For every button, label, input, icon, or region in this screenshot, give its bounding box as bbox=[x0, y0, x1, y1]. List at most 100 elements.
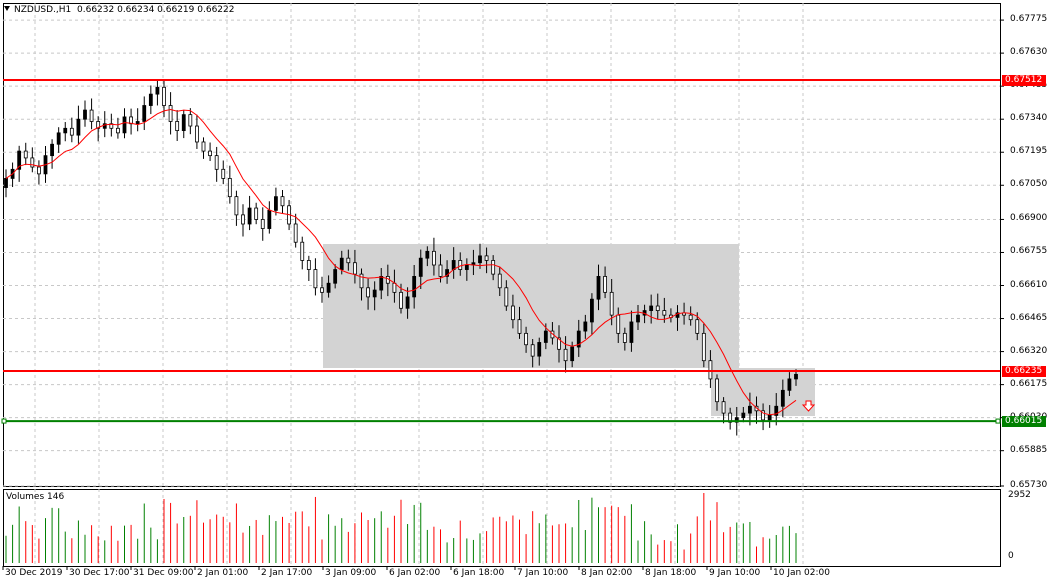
candle-body bbox=[359, 273, 364, 289]
symbol-label: NZDUSD.,H1 bbox=[14, 5, 72, 15]
candle-body bbox=[353, 262, 357, 275]
price-tick-label: 0.66755 bbox=[1010, 246, 1048, 257]
candle-body bbox=[23, 150, 28, 159]
candle-body bbox=[320, 287, 324, 293]
volume-title: Volumes 146 bbox=[6, 492, 65, 502]
candle-body bbox=[675, 312, 680, 318]
time-tick-label: 6 Jan 02:00 bbox=[389, 568, 441, 578]
candle-body bbox=[497, 273, 502, 289]
candle-body bbox=[557, 337, 561, 350]
candle-body bbox=[451, 260, 456, 270]
candle-body bbox=[438, 264, 443, 277]
candle-body bbox=[148, 93, 153, 106]
candle-body bbox=[168, 105, 173, 122]
price-tick-label: 0.66320 bbox=[1010, 345, 1048, 356]
candle-body bbox=[96, 121, 101, 129]
price-tick-label: 0.67050 bbox=[1010, 179, 1048, 190]
candle-body bbox=[721, 401, 726, 414]
candle-body bbox=[576, 330, 581, 348]
price-tick-label: 0.67630 bbox=[1010, 47, 1048, 58]
time-tick-label: 30 Dec 17:00 bbox=[69, 568, 130, 578]
candle-body bbox=[464, 264, 469, 270]
candle-body bbox=[590, 298, 594, 323]
candle-body bbox=[326, 282, 331, 293]
candle-body bbox=[195, 125, 199, 143]
candle-body bbox=[379, 275, 384, 291]
candle-body bbox=[50, 143, 54, 157]
candle-body bbox=[432, 250, 436, 266]
candle-body bbox=[728, 412, 733, 423]
candle-body bbox=[583, 321, 588, 332]
sell-arrow-icon bbox=[801, 400, 816, 412]
candle-body bbox=[655, 305, 660, 311]
ohlc-readout: 0.66232 0.66234 0.66219 0.66222 bbox=[77, 5, 235, 15]
current-price-label: 0.66235 bbox=[1002, 365, 1046, 377]
candle-body bbox=[787, 378, 792, 391]
candle-body bbox=[392, 282, 397, 293]
candle-body bbox=[405, 296, 410, 309]
time-tick-label: 8 Jan 02:00 bbox=[581, 568, 633, 578]
candle-body bbox=[300, 241, 305, 261]
candle-body bbox=[563, 348, 568, 362]
candle-body bbox=[543, 330, 548, 343]
support-price-label: 0.66015 bbox=[1002, 416, 1046, 428]
price-tick-label: 0.66465 bbox=[1010, 312, 1048, 323]
candle-body bbox=[4, 178, 8, 188]
candle-body bbox=[181, 114, 186, 131]
support-line-handle[interactable] bbox=[995, 418, 1001, 424]
candle-body bbox=[478, 255, 482, 264]
candle-body bbox=[76, 118, 81, 136]
candle-body bbox=[339, 257, 344, 270]
candle-body bbox=[649, 305, 654, 311]
candle-body bbox=[188, 114, 193, 127]
candle-body bbox=[247, 207, 252, 225]
candle-body bbox=[260, 219, 265, 229]
candle-body bbox=[708, 360, 713, 380]
candle-body bbox=[695, 319, 700, 334]
candle-body bbox=[162, 86, 166, 106]
candle-body bbox=[537, 342, 542, 357]
candle-body bbox=[234, 196, 239, 216]
candle-body bbox=[155, 86, 160, 95]
candle-body bbox=[715, 378, 719, 403]
price-tick-label: 0.66610 bbox=[1010, 279, 1048, 290]
price-tick-label: 0.66900 bbox=[1010, 213, 1048, 224]
candle-body bbox=[129, 116, 133, 125]
candle-body bbox=[484, 255, 489, 261]
price-tick-label: 0.66175 bbox=[1010, 378, 1048, 389]
time-tick-label: 3 Jan 09:00 bbox=[325, 568, 377, 578]
time-tick-label: 6 Jan 18:00 bbox=[453, 568, 505, 578]
candle-body bbox=[524, 332, 528, 346]
candle-body bbox=[399, 291, 403, 309]
candle-body bbox=[636, 314, 640, 323]
candle-body bbox=[511, 305, 515, 321]
candle-body bbox=[596, 275, 601, 300]
candle-body bbox=[175, 121, 180, 131]
candle-body bbox=[767, 414, 772, 421]
candle-body bbox=[208, 150, 212, 157]
candle-body bbox=[517, 319, 522, 334]
volume-zero-label: 0 bbox=[1008, 551, 1014, 561]
time-tick-label: 2 Jan 17:00 bbox=[261, 568, 313, 578]
dropdown-triangle-icon[interactable] bbox=[4, 6, 10, 11]
candle-body bbox=[504, 287, 509, 307]
candle-body bbox=[221, 168, 226, 179]
time-tick-label: 2 Jan 01:00 bbox=[197, 568, 249, 578]
candle-body bbox=[603, 275, 607, 293]
candle-body bbox=[214, 155, 219, 170]
candle-body bbox=[372, 289, 377, 298]
candle-body bbox=[445, 269, 449, 277]
candle-body bbox=[530, 344, 535, 357]
candle-body bbox=[688, 314, 693, 321]
candle-body bbox=[333, 269, 338, 284]
candle-body bbox=[17, 150, 22, 170]
candle-body bbox=[135, 121, 140, 125]
support-line-handle[interactable] bbox=[1, 418, 7, 424]
candle-body bbox=[116, 127, 120, 134]
candle-body bbox=[280, 196, 285, 207]
candle-body bbox=[227, 178, 232, 198]
candle-body bbox=[629, 321, 634, 343]
candle-body bbox=[622, 332, 627, 343]
